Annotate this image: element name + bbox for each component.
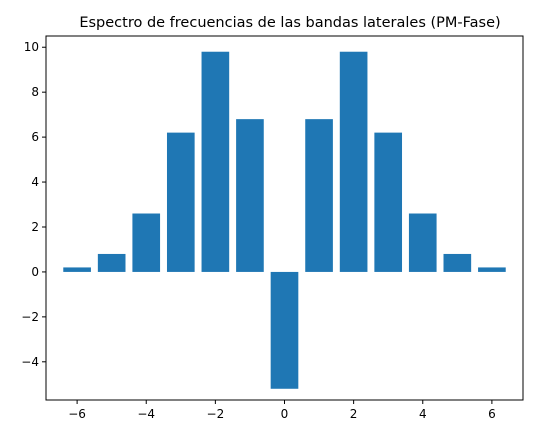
y-tick-label: −4 [21,355,39,369]
x-tick-label: 2 [350,407,358,421]
chart-title: Espectro de frecuencias de las bandas la… [79,15,500,31]
y-tick-label: −2 [21,310,39,324]
bar-3 [166,132,195,272]
bar-6 [270,271,299,389]
x-tick-label: −4 [137,407,155,421]
y-tick-label: 4 [31,175,39,189]
bar-9 [374,132,403,272]
y-tick-label: 8 [31,85,39,99]
bar-5 [236,119,264,272]
y-tick-label: 2 [31,220,39,234]
bar-4 [201,51,230,272]
bar-10 [408,213,437,272]
x-tick-label: 4 [419,407,427,421]
bars-group [63,51,506,389]
x-tick-label: −6 [68,407,86,421]
bar-0 [63,267,91,272]
axes-group: −6 −4 −2 0 2 4 6 −4 −2 0 2 4 6 8 10 [21,35,524,421]
bar-12 [478,267,506,272]
bar-1 [97,253,126,272]
x-tick-label: 0 [281,407,289,421]
y-tick-label: 10 [24,40,39,54]
y-tick-label: 0 [31,265,39,279]
bar-8 [339,51,368,272]
bar-2 [132,213,161,272]
y-tick-label: 6 [31,130,39,144]
x-tick-label: −2 [207,407,225,421]
bar-11 [443,253,472,272]
bar-7 [305,119,333,272]
x-tick-label: 6 [488,407,496,421]
